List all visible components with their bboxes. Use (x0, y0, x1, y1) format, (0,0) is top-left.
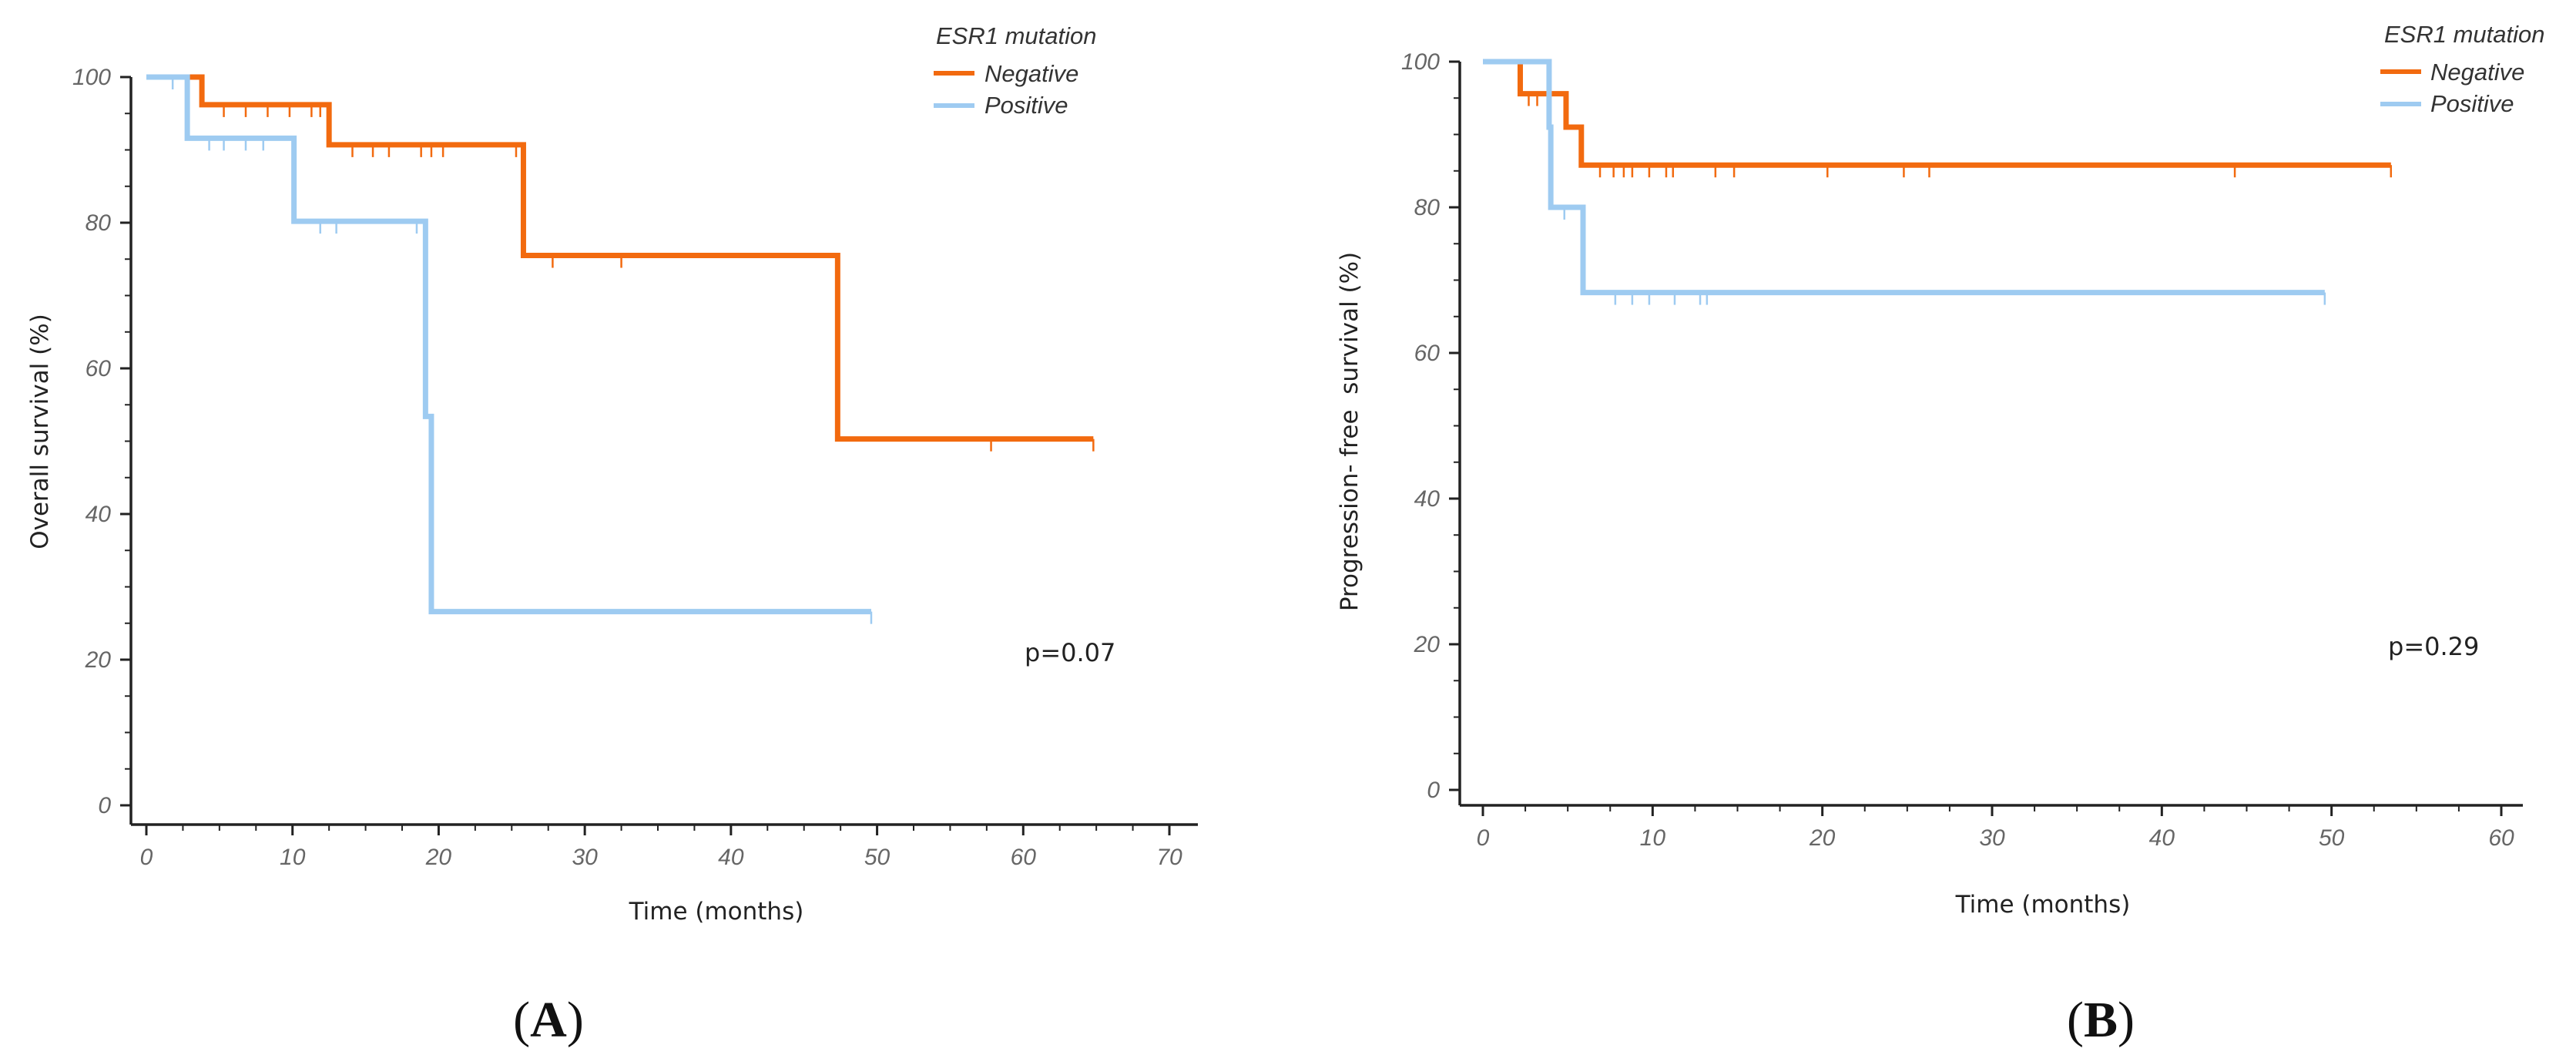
panel-a: 0 20 40 60 80 100 0 10 20 30 40 50 60 70 Overall sur… (26, 22, 1198, 1048)
panel-a-x-tick-label: 70 (1156, 845, 1182, 870)
panel-a-legend-label-positive: Positive (984, 92, 1068, 119)
panel-b-x-tick-label: 30 (1979, 825, 2005, 851)
panel-b-series (1483, 59, 2393, 305)
panel-b-series-positive (1483, 59, 2325, 296)
panel-b-label: (B) (2067, 992, 2135, 1048)
panel-a-legend: ESR1 mutation Negative Positive (934, 22, 1097, 119)
panel-a-x-tick-label: 40 (718, 845, 744, 870)
panel-a-y-tick-label: 40 (86, 502, 112, 527)
panel-a-x-tick-label: 20 (425, 845, 452, 870)
panel-a-y-tick-label: 80 (86, 210, 112, 236)
panel-a-y-tick-label: 60 (86, 356, 112, 381)
panel-b-x-tick-label: 60 (2488, 825, 2514, 851)
panel-a-x-tick-label: 30 (572, 845, 598, 870)
panel-a-series-positive (146, 74, 871, 615)
panel-a-series-negative (146, 74, 1094, 442)
panel-b-y-tick-label: 20 (1414, 632, 1441, 657)
panel-a-y-tick-label: 20 (85, 647, 112, 673)
panel-a-y-tick-label: 100 (72, 65, 111, 90)
panel-b-x-tick-label: 50 (2319, 825, 2345, 851)
panel-a-x-tick-label: 0 (140, 845, 153, 870)
panel-a-y-tick-label: 0 (98, 793, 111, 818)
panel-b-y-tick-label: 0 (1427, 778, 1440, 803)
panel-a-x-tick-label: 50 (864, 845, 891, 870)
panel-b-legend-label-positive: Positive (2430, 90, 2514, 117)
panel-a-x-tick-label: 10 (280, 845, 306, 870)
panel-a-letter: A (530, 992, 567, 1048)
panel-b-y-tick-label: 60 (1414, 341, 1441, 366)
panel-b-legend-label-negative: Negative (2430, 59, 2524, 86)
panel-a-legend-label-negative: Negative (984, 60, 1078, 87)
panel-a-y-axis-label: Overall survival (%) (26, 314, 54, 549)
panel-a-y-ticks: 0 20 40 60 80 100 (72, 65, 131, 818)
panel-b-legend: ESR1 mutation Negative Positive (2380, 21, 2545, 117)
panel-b-x-tick-label: 40 (2149, 825, 2175, 851)
panel-a-x-axis-label: Time (months) (629, 898, 804, 926)
panel-b-p-value: p=0.29 (2388, 632, 2479, 661)
panel-a-legend-title: ESR1 mutation (936, 22, 1097, 49)
panel-a-x-ticks: 0 10 20 30 40 50 60 70 (140, 825, 1182, 870)
panel-b-x-axis-label: Time (months) (1955, 891, 2131, 919)
panel-b-series-negative (1483, 59, 2391, 168)
panel-a-x-tick-label: 60 (1011, 845, 1037, 870)
panel-b-x-tick-label: 10 (1640, 825, 1666, 851)
panel-a-series (146, 74, 1095, 624)
panel-b-y-tick-label: 80 (1414, 195, 1441, 220)
panel-b: 0 20 40 60 80 100 0 10 20 30 40 50 60 Progression- … (1336, 21, 2545, 1048)
panel-b-x-tick-label: 20 (1809, 825, 1836, 851)
panel-b-legend-title: ESR1 mutation (2384, 21, 2545, 48)
panel-b-x-tick-label: 0 (1477, 825, 1490, 851)
panel-b-y-axis-label: Progression- free survival (%) (1336, 252, 1363, 611)
panel-a-label: (A) (513, 992, 584, 1048)
panel-b-y-tick-label: 100 (1401, 49, 1440, 75)
panel-b-y-tick-label: 40 (1414, 486, 1441, 512)
panel-a-p-value: p=0.07 (1025, 638, 1115, 667)
panel-b-letter: B (2084, 992, 2118, 1048)
panel-b-x-ticks: 0 10 20 30 40 50 60 (1477, 805, 2514, 851)
panel-b-y-ticks: 0 20 40 60 80 100 (1401, 49, 1460, 803)
